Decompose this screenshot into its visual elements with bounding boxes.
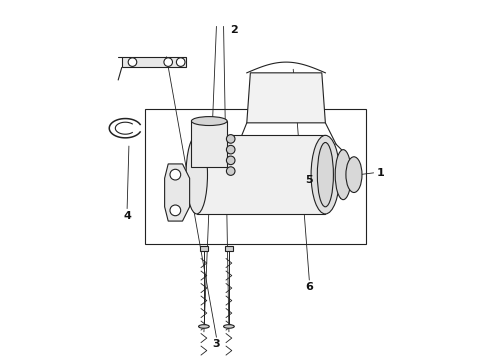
Text: 4: 4 — [123, 211, 131, 221]
Polygon shape — [192, 121, 227, 167]
Circle shape — [170, 169, 181, 180]
Polygon shape — [224, 246, 233, 251]
Ellipse shape — [335, 150, 351, 200]
Polygon shape — [165, 164, 190, 221]
Text: 2: 2 — [230, 25, 238, 35]
Polygon shape — [199, 246, 208, 251]
Ellipse shape — [311, 135, 340, 214]
Circle shape — [226, 167, 235, 175]
Circle shape — [226, 135, 235, 143]
Circle shape — [226, 145, 235, 154]
Polygon shape — [247, 73, 325, 123]
Ellipse shape — [346, 157, 362, 193]
Circle shape — [226, 156, 235, 165]
Circle shape — [176, 58, 185, 66]
Circle shape — [128, 58, 137, 66]
Circle shape — [170, 205, 181, 216]
Text: 3: 3 — [213, 339, 220, 349]
Circle shape — [164, 58, 172, 66]
Polygon shape — [122, 57, 186, 67]
Text: 6: 6 — [305, 282, 313, 292]
Polygon shape — [197, 135, 325, 214]
Ellipse shape — [318, 143, 333, 207]
Ellipse shape — [223, 325, 234, 328]
Ellipse shape — [192, 117, 227, 126]
Text: 5: 5 — [305, 175, 313, 185]
Ellipse shape — [198, 325, 209, 328]
Text: 1: 1 — [377, 168, 385, 178]
Ellipse shape — [186, 135, 207, 214]
